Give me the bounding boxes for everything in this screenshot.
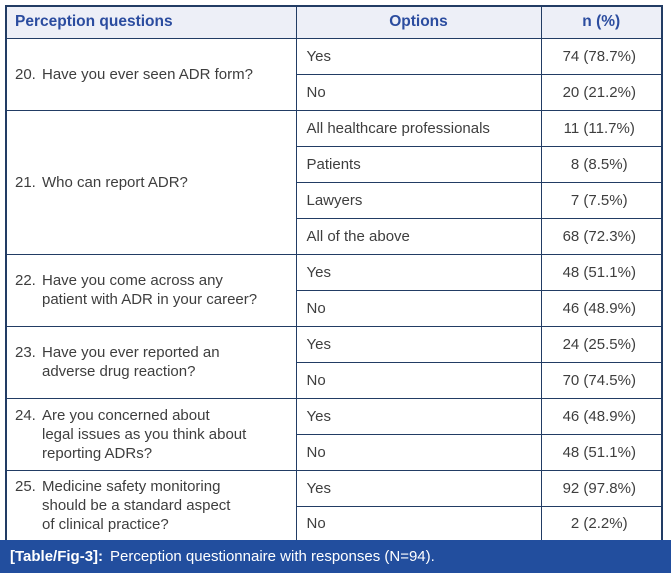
question-wrap: 23. Have you ever reported an adverse dru… [15,343,292,381]
question-text: Have you come across any patient with AD… [42,272,258,308]
count-cell: 48 (51.1%) [540,433,663,471]
question-number: 20. [15,65,36,83]
table-row: 20. Have you ever seen ADR form? Yes 74 (78… [5,37,663,111]
option-cell: Lawyers [295,181,542,219]
question-cell: 24. Are you concerned about legal issues … [5,397,297,471]
option-cell: Yes [295,397,542,435]
question-text: Have you ever seen ADR form? [42,65,253,83]
count-cell: 11 (11.7%) [540,109,663,147]
option-cell: No [295,73,542,111]
option-cell: All of the above [295,217,542,255]
question-wrap: 21. Who can report ADR? [15,173,292,192]
option-cell: No [295,361,542,399]
option-cell: Patients [295,145,542,183]
table-row: 22. Have you come across any patient with… [5,253,663,327]
question-cell: 25. Medicine safety monitoring should be … [5,469,297,543]
header-options: Options [295,5,542,39]
question-text: Who can report ADR? [42,173,188,191]
question-cell: 23. Have you ever reported an adverse dru… [5,325,297,399]
question-number: 23. [15,344,36,361]
count-cell: 46 (48.9%) [540,289,663,327]
question-cell: 22. Have you come across any patient with… [5,253,297,327]
count-cell: 2 (2.2%) [540,505,663,543]
question-text: Have you ever reported an adverse drug r… [42,344,220,380]
count-cell: 8 (8.5%) [540,145,663,183]
table-caption-bar: [Table/Fig-3]: Perception questionnaire … [0,540,671,573]
table-row: 24. Are you concerned about legal issues … [5,397,663,471]
table-row: No 20 (21.2%) [6,73,663,111]
question-wrap: 20. Have you ever seen ADR form? [15,65,292,84]
perception-table: Perception questions Options n (%) 20. Ha… [5,5,663,543]
count-cell: 74 (78.7%) [540,37,663,75]
question-number: 22. [15,272,36,289]
table-row: 25. Medicine safety monitoring should be … [5,469,663,543]
option-cell: No [295,433,542,471]
table-row: No 70 (74.5%) [6,361,663,399]
header-n-percent: n (%) [540,5,663,39]
option-cell: No [295,505,542,543]
caption-text: Perception questionnaire with responses … [110,548,435,565]
table-row: 23. Have you ever reported an adverse dru… [5,325,663,399]
count-cell: 46 (48.9%) [540,397,663,435]
caption-label: [Table/Fig-3]: [10,548,104,565]
table-row: No 2 (2.2%) [6,505,663,543]
question-text: Are you concerned about legal issues as … [42,406,247,462]
count-cell: 70 (74.5%) [540,361,663,399]
option-cell: Yes [295,253,542,291]
table-row: 21. Who can report ADR? All healthcare pro… [5,109,663,255]
count-cell: 48 (51.1%) [540,253,663,291]
question-wrap: 22. Have you come across any patient with… [15,271,292,309]
question-number: 21. [15,173,36,191]
option-cell: Yes [295,37,542,75]
question-cell: 21. Who can report ADR? [5,109,297,255]
question-text: Medicine safety monitoring should be a s… [42,478,231,534]
question-number: 24. [15,406,36,424]
count-cell: 68 (72.3%) [540,217,663,255]
option-cell: All healthcare professionals [295,109,542,147]
header-perception-questions: Perception questions [5,5,297,39]
question-wrap: 25. Medicine safety monitoring should be … [15,477,292,534]
table-body: 20. Have you ever seen ADR form? Yes 74 (78… [5,37,663,543]
option-cell: No [295,289,542,327]
option-cell: Yes [295,325,542,363]
option-cell: Yes [295,469,542,507]
count-cell: 92 (97.8%) [540,469,663,507]
question-number: 25. [15,478,36,496]
question-cell: 20. Have you ever seen ADR form? [5,37,297,111]
question-wrap: 24. Are you concerned about legal issues … [15,406,292,463]
count-cell: 20 (21.2%) [540,73,663,111]
table-header-row: Perception questions Options n (%) [5,5,663,39]
count-cell: 7 (7.5%) [540,181,663,219]
count-cell: 24 (25.5%) [540,325,663,363]
